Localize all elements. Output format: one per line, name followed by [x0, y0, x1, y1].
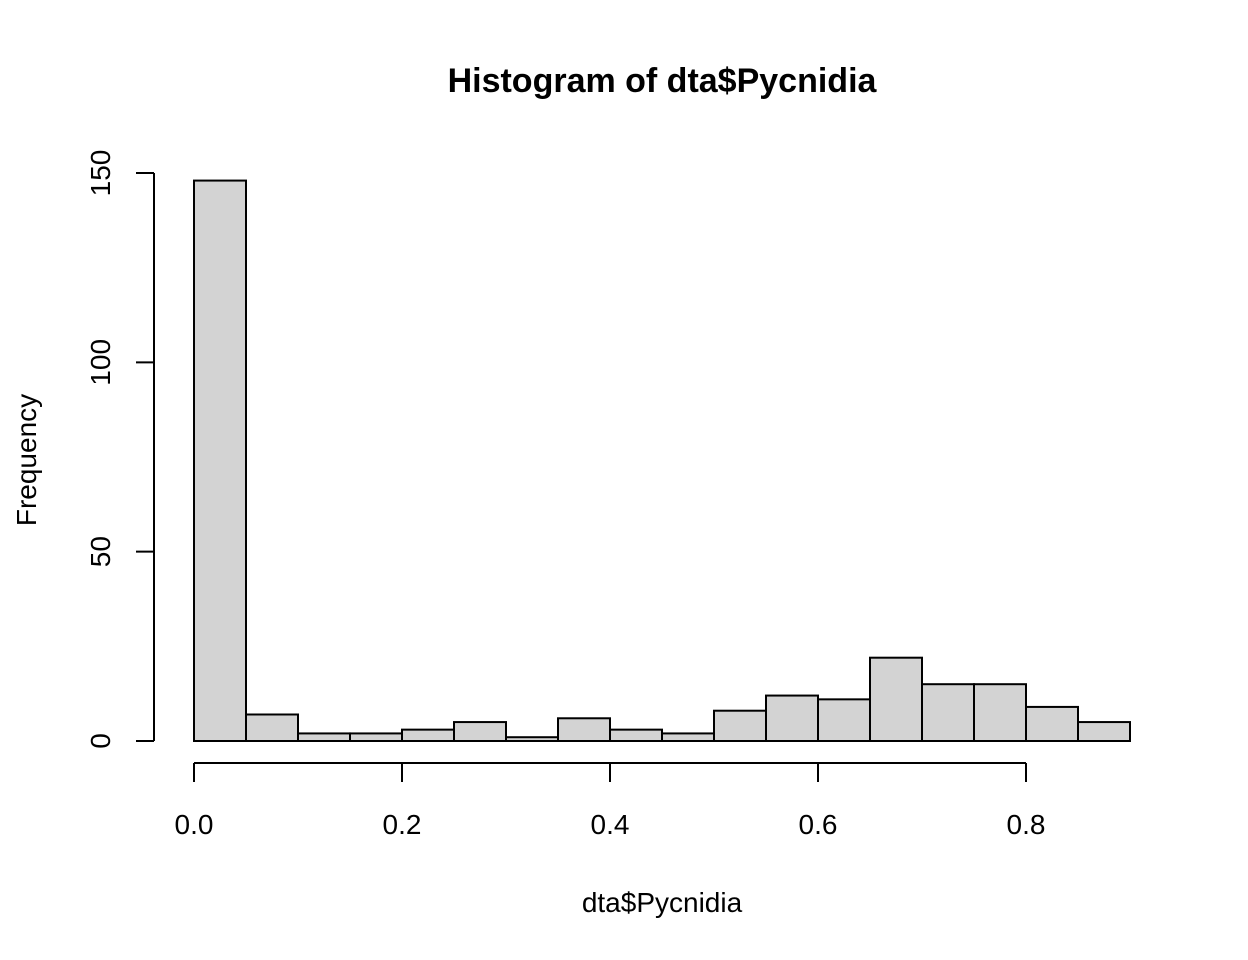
histogram-bar [1025, 705, 1079, 742]
histogram-bar [609, 728, 663, 743]
x-tick-label: 0.6 [799, 809, 838, 840]
histogram-bar [713, 709, 767, 742]
histogram-bar [869, 656, 923, 743]
y-tick-label: 150 [85, 150, 116, 197]
x-tick-label: 0.0 [175, 809, 214, 840]
histogram-bar [297, 732, 351, 743]
x-tick-label: 0.8 [1007, 809, 1046, 840]
histogram-bar [349, 732, 403, 743]
histogram-bar [973, 683, 1027, 743]
histogram-bar [453, 721, 507, 742]
chart-title: Histogram of dta$Pycnidia [448, 62, 878, 100]
histogram-bar [401, 728, 455, 743]
y-tick-label: 100 [85, 339, 116, 386]
x-axis-label: dta$Pycnidia [582, 887, 743, 918]
histogram-bar [245, 713, 299, 743]
histogram-bar [921, 683, 975, 743]
y-tick-label: 50 [85, 536, 116, 567]
x-tick-label: 0.4 [591, 809, 630, 840]
histogram-bar [193, 179, 247, 743]
y-axis-label: Frequency [11, 394, 42, 526]
y-tick-label: 0 [85, 733, 116, 749]
histogram-bar [557, 717, 611, 743]
y-axis: 0 50 100 150 [85, 150, 155, 749]
histogram-bar [817, 698, 871, 743]
histogram-bar [661, 732, 715, 743]
x-axis: 0.0 0.2 0.4 0.6 0.8 [175, 762, 1046, 840]
histogram-bar [505, 736, 559, 742]
histogram-bar [765, 694, 819, 742]
bars-group [193, 179, 1131, 743]
histogram-bar [1077, 721, 1131, 742]
x-tick-label: 0.2 [383, 809, 422, 840]
